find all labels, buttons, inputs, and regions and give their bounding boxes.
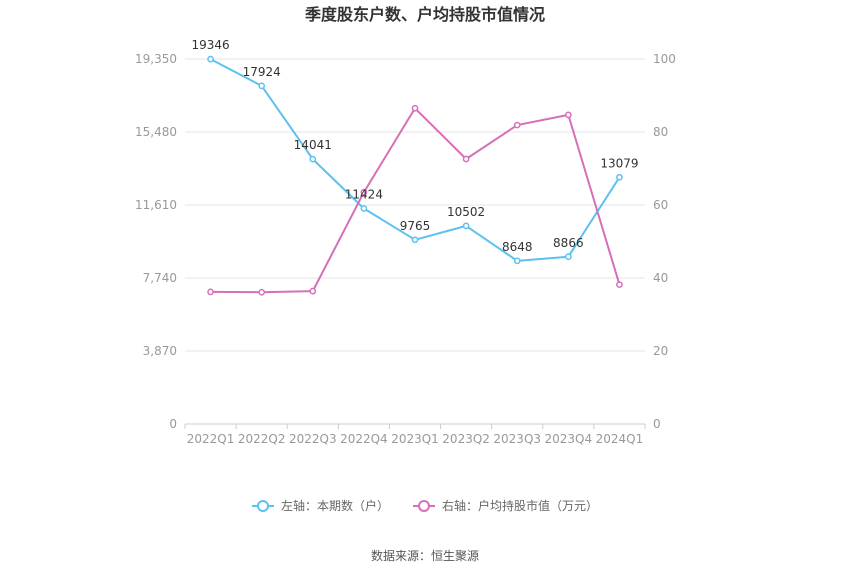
data-point[interactable] [258,288,266,296]
data-label: 10502 [447,205,485,219]
legend-circle-marker [256,500,269,512]
source-text: 数据来源：恒生聚源 [371,548,479,563]
data-label: 11424 [345,188,383,202]
data-point[interactable] [513,257,521,265]
left-axis-tick-label: 0 [169,417,177,431]
data-point[interactable] [309,155,317,163]
data-label: 13079 [600,156,638,170]
data-label: 19346 [191,38,229,52]
chart-title: 季度股东户数、户均持股市值情况 [304,5,545,24]
right-axis-tick-label: 100 [653,52,676,66]
data-label: 8648 [502,240,533,254]
data-label: 17924 [243,65,281,79]
data-point[interactable] [564,111,572,119]
legend-item[interactable]: 右轴：户均持股市值（万元） [413,498,598,513]
series-line-market-value [210,107,621,294]
x-axis-tick-label: 2022Q2 [238,432,286,446]
data-point[interactable] [309,287,317,295]
data-point[interactable] [360,205,368,212]
x-axis-tick-label: 2024Q1 [596,432,644,446]
data-label: 14041 [294,138,332,152]
data-point[interactable] [564,253,572,261]
left-axis-tick-label: 7,740 [143,271,177,285]
data-point[interactable] [462,222,470,230]
data-label-layer: 19346 17924 14041 11424 9765 10502 8648 8866 130… [191,38,638,254]
data-point[interactable] [207,55,214,63]
data-label: 8866 [553,236,584,250]
data-point[interactable] [258,82,266,90]
x-axis-tick-label: 2023Q1 [391,432,439,446]
left-axis-tick-label: 19,350 [135,52,177,66]
left-axis-tick-label: 15,480 [135,125,177,139]
right-axis-tick-label: 60 [653,198,668,212]
legend[interactable]: 左轴：本期数（户） 右轴：户均持股市值（万元） [251,498,598,513]
data-point[interactable] [462,155,470,163]
series-layer [207,55,623,296]
x-axis-tick-label: 2022Q3 [289,432,337,446]
left-axis-tick-label: 3,870 [143,344,177,358]
data-point[interactable] [207,288,214,296]
legend-circle-marker [418,500,430,512]
legend-item[interactable]: 左轴：本期数（户） [251,498,389,513]
data-point[interactable] [411,104,419,112]
right-axis-tick-label: 20 [653,344,668,358]
data-point[interactable] [411,236,419,244]
legend-label: 右轴：户均持股市值（万元） [442,498,598,513]
x-axis-tick-label: 2022Q4 [340,432,388,446]
x-axis-tick-label: 2023Q2 [442,432,490,446]
data-point[interactable] [513,121,521,129]
data-point[interactable] [616,281,623,288]
data-point[interactable] [616,173,623,181]
grid-layer [185,58,645,352]
data-point[interactable] [360,188,368,196]
x-axis-tick-label: 2023Q3 [493,432,541,446]
data-label: 9765 [400,219,431,233]
right-axis-tick-label: 40 [653,271,668,285]
legend-label: 左轴：本期数（户） [281,498,389,513]
x-axis-tick-label: 2022Q1 [187,432,235,446]
axis-layer: 0 0 3,870 20 7,740 40 11,610 60 15,480 80 19,350 10… [135,52,676,446]
right-axis-tick-label: 80 [653,125,668,139]
right-axis-tick-label: 0 [653,417,661,431]
x-axis-tick-label: 2023Q4 [545,432,593,446]
left-axis-tick-label: 11,610 [135,198,177,212]
